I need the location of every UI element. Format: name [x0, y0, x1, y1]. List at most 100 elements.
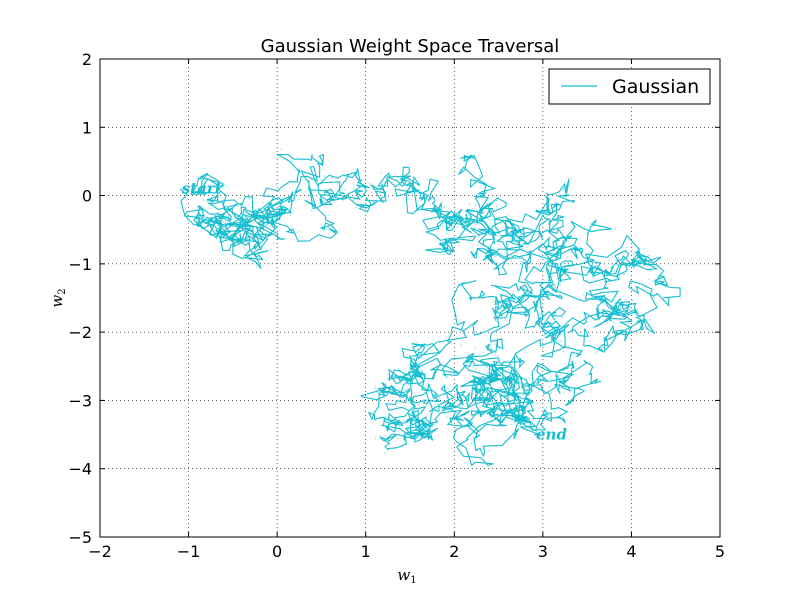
sample-dot — [259, 230, 262, 233]
sample-dot — [511, 423, 513, 426]
sample-dot — [225, 205, 227, 207]
sample-dot — [512, 381, 514, 383]
sample-dot — [248, 217, 251, 220]
sample-dot — [215, 218, 217, 220]
sample-dot — [551, 327, 554, 329]
sample-dot — [497, 414, 499, 416]
sample-dot — [570, 243, 572, 246]
sample-dot — [458, 330, 460, 332]
sample-dot — [395, 405, 397, 408]
sample-dot — [486, 366, 488, 369]
sample-dot — [588, 257, 590, 259]
sample-dot — [489, 411, 492, 413]
sample-dot — [468, 241, 470, 244]
sample-dot — [223, 202, 225, 205]
sample-dot — [260, 221, 262, 223]
sample-dot — [461, 170, 463, 173]
sample-dot — [645, 263, 648, 265]
sample-dot — [595, 352, 598, 354]
sample-dot — [496, 416, 498, 419]
sample-dot — [408, 375, 411, 377]
sample-dot — [476, 376, 478, 379]
sample-dot — [553, 215, 555, 217]
sample-dot — [458, 285, 460, 287]
sample-dot — [499, 317, 501, 319]
sample-dot — [498, 390, 500, 392]
sample-dot — [262, 201, 264, 204]
sample-dot — [421, 373, 424, 376]
sample-dot — [460, 344, 462, 346]
sample-dot — [259, 246, 261, 248]
sample-dot — [471, 443, 473, 445]
sample-dot — [378, 416, 381, 418]
sample-dot — [472, 215, 474, 217]
sample-dot — [551, 226, 554, 229]
sample-dot — [543, 266, 545, 269]
sample-dot — [629, 309, 631, 312]
sample-dot — [197, 225, 200, 227]
sample-dot — [481, 389, 484, 392]
sample-dot — [506, 365, 508, 368]
sample-dot — [623, 273, 625, 275]
sample-dot — [210, 225, 212, 228]
sample-dot — [323, 168, 325, 171]
sample-dot — [549, 235, 551, 238]
sample-dot — [550, 378, 553, 380]
sample-dot — [605, 338, 608, 341]
sample-dot — [411, 374, 413, 377]
sample-dot — [592, 230, 595, 232]
sample-dot — [611, 270, 613, 273]
sample-dot — [420, 197, 423, 199]
sample-dot — [550, 392, 552, 394]
sample-dot — [680, 297, 682, 300]
sample-dot — [506, 412, 508, 414]
sample-dot — [238, 238, 240, 240]
sample-dot — [409, 184, 411, 186]
sample-dot — [563, 391, 565, 393]
sample-dot — [574, 251, 577, 253]
sample-dot — [508, 302, 510, 304]
sample-dot — [266, 214, 268, 217]
sample-dot — [545, 332, 547, 335]
sample-dot — [387, 196, 389, 198]
sample-dot — [357, 197, 359, 199]
sample-dot — [356, 189, 358, 191]
sample-dot — [458, 405, 461, 407]
sample-dot — [463, 154, 465, 157]
sample-dot — [654, 307, 657, 309]
sample-dot — [520, 260, 522, 263]
sample-dot — [409, 433, 411, 435]
sample-dot — [494, 377, 497, 379]
sample-dot — [270, 218, 272, 221]
sample-dot — [410, 400, 412, 403]
sample-dot — [576, 254, 578, 256]
sample-dot — [632, 291, 635, 293]
legend-label-gaussian: Gaussian — [612, 76, 699, 98]
sample-dot — [634, 265, 636, 267]
sample-dot — [196, 218, 198, 221]
sample-dot — [413, 375, 416, 377]
sample-dot — [481, 195, 483, 197]
sample-dot — [235, 202, 237, 205]
sample-dot — [533, 311, 536, 313]
sample-dot — [416, 362, 418, 365]
sample-dot — [501, 309, 504, 311]
sample-dot — [557, 340, 559, 343]
sample-dot — [442, 225, 444, 227]
sample-dot — [468, 297, 470, 299]
x-tick-label: 1 — [361, 542, 371, 561]
sample-dot — [469, 354, 471, 356]
sample-dot — [455, 396, 458, 399]
sample-dot — [554, 287, 556, 289]
sample-dot — [218, 212, 220, 214]
sample-dot — [438, 243, 440, 245]
sample-dot — [384, 176, 386, 178]
sample-dot — [439, 397, 441, 399]
sample-dot — [420, 410, 423, 412]
sample-dot — [262, 194, 264, 197]
sample-dot — [418, 404, 420, 406]
sample-dot — [428, 433, 431, 435]
sample-dot — [514, 432, 516, 434]
sample-dot — [559, 328, 561, 331]
sample-dot — [419, 356, 421, 358]
